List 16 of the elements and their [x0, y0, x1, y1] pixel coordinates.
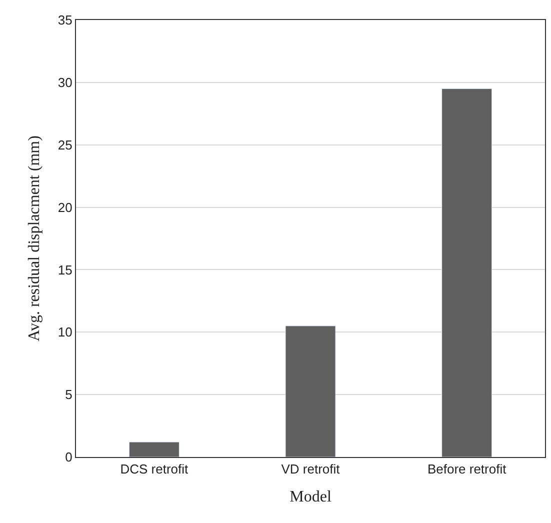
bar: [128, 442, 180, 457]
x-tick-label: VD retrofit: [281, 462, 340, 477]
bar: [285, 326, 336, 457]
y-tick-label: 0: [65, 450, 72, 465]
y-tick-label: 15: [58, 262, 72, 278]
y-axis-title: Avg. residual displacment (mm): [26, 136, 43, 342]
x-axis-title: Model: [290, 488, 332, 506]
bar: [442, 88, 492, 457]
x-tick-label: DCS retrofit: [120, 462, 189, 477]
y-tick-label: 20: [58, 200, 72, 215]
y-tick-label: 30: [58, 74, 72, 90]
y-tick-label: 10: [58, 324, 72, 340]
x-tick-label: Before retrofit: [427, 462, 507, 477]
y-tick-label: 35: [58, 12, 72, 28]
y-tick-label: 25: [58, 137, 72, 152]
y-tick-label: 5: [65, 387, 72, 402]
